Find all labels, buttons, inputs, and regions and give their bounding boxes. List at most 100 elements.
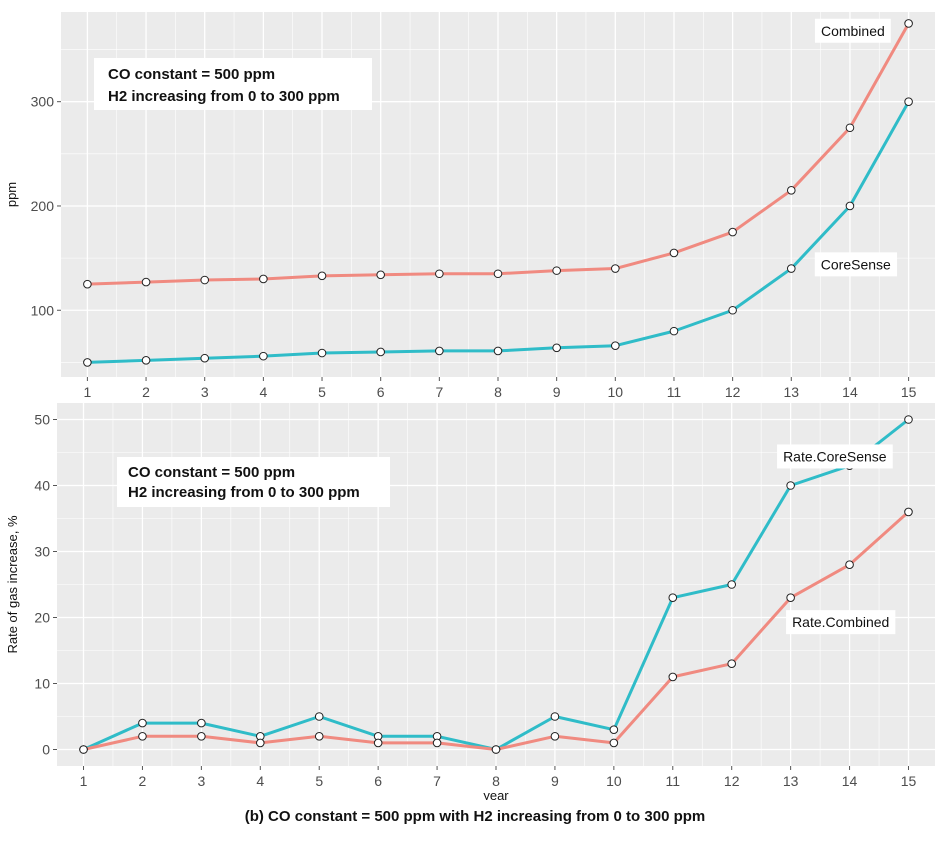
data-point-combined [845,123,855,133]
series-label-rate-combined: Rate.Combined [792,614,889,630]
data-point-rate-coresense [727,580,737,589]
data-point-combined [493,269,503,279]
data-point-rate-coresense [609,725,619,735]
x-tick-label: 11 [667,384,682,400]
annotation-box [94,58,372,110]
data-point-combined [904,19,913,28]
x-tick-label: 5 [315,773,323,789]
data-point-rate-combined [786,593,795,603]
series-label-rate-coresense: Rate.CoreSense [783,448,887,464]
series-label-box [777,444,893,469]
data-point-rate-combined [727,659,737,669]
data-point-coresense [317,348,327,358]
data-point-rate-coresense [904,415,913,424]
x-tick-label: 11 [666,773,681,789]
data-point-rate-combined [491,745,501,754]
x-tick-label: 10 [606,773,622,789]
annotation-box [117,457,390,507]
data-point-rate-combined [845,560,854,570]
y-tick-label: 20 [34,610,50,626]
data-point-coresense [669,326,679,336]
data-point-combined [669,248,679,258]
data-point-rate-coresense [550,712,560,721]
series-label-coresense: CoreSense [821,256,891,272]
data-point-coresense [845,201,855,211]
x-tick-label: 6 [377,384,385,400]
data-point-coresense [259,351,268,361]
figure-caption: (b) CO constant = 500 ppm with H2 increa… [244,808,706,825]
x-tick-label: 2 [139,773,147,789]
data-point-rate-combined [79,745,88,754]
x-tick-label: 1 [80,773,88,789]
data-point-combined [435,269,444,279]
data-point-rate-coresense [197,718,206,728]
x-tick-label: 7 [433,773,441,789]
data-point-combined [317,271,327,281]
data-point-rate-combined [668,672,678,682]
data-point-rate-combined [373,738,383,748]
data-point-combined [728,227,737,237]
data-point-combined [552,266,561,275]
data-point-combined [786,186,796,195]
y-tick-label: 50 [34,412,50,428]
y-tick-label: 10 [34,676,50,692]
data-point-coresense [376,347,385,357]
series-label-box [814,252,898,277]
data-point-rate-combined [255,738,265,748]
data-point-coresense [904,97,913,106]
data-point-coresense [83,358,92,367]
x-tick-label: 12 [725,384,741,400]
data-point-rate-combined [138,732,147,741]
data-point-rate-combined [550,732,560,741]
x-tick-label: 8 [492,773,500,789]
data-point-combined [83,279,92,289]
y-tick-label: 40 [34,478,50,494]
annotation-line-2: H2 increasing from 0 to 300 ppm [128,484,360,501]
x-tick-label: 14 [842,384,858,400]
y-axis-label: Rate of gas increase, % [5,515,20,653]
data-point-rate-combined [197,732,206,741]
data-point-combined [611,264,620,273]
data-point-combined [376,270,385,280]
data-point-rate-combined [609,738,619,748]
data-point-combined [141,277,151,287]
x-tick-label: 1 [83,384,91,400]
x-tick-label: 14 [842,773,858,789]
x-tick-label: 2 [142,384,150,400]
series-label-box [786,610,896,635]
annotation-line-1: CO constant = 500 ppm [128,464,295,481]
x-tick-label: 3 [197,773,205,789]
data-point-combined [259,274,268,284]
data-point-coresense [728,305,737,315]
x-tick-label: 15 [901,773,917,789]
data-point-coresense [435,346,444,356]
y-tick-label: 0 [42,742,50,758]
data-point-rate-combined [432,738,442,748]
y-tick-label: 30 [34,544,50,560]
x-tick-label: 4 [256,773,264,789]
x-tick-label: 10 [608,384,624,400]
x-tick-label: 5 [318,384,326,400]
x-tick-label: 9 [551,773,559,789]
x-tick-label: 15 [901,384,917,400]
x-tick-label: 8 [494,384,502,400]
x-tick-label: 9 [553,384,561,400]
x-tick-label: 12 [724,773,740,789]
x-axis-label: year [483,788,509,800]
x-tick-label: 3 [201,384,209,400]
data-point-coresense [200,353,210,363]
data-point-rate-coresense [668,593,678,603]
data-point-coresense [493,346,503,356]
x-tick-label: 4 [259,384,267,400]
annotation-line-1: CO constant = 500 ppm [108,66,275,83]
data-point-coresense [786,264,796,273]
series-label-combined: Combined [821,23,885,39]
y-tick-label: 200 [31,198,55,214]
data-point-rate-coresense [314,712,324,721]
x-tick-label: 6 [374,773,382,789]
data-point-rate-coresense [138,718,147,728]
